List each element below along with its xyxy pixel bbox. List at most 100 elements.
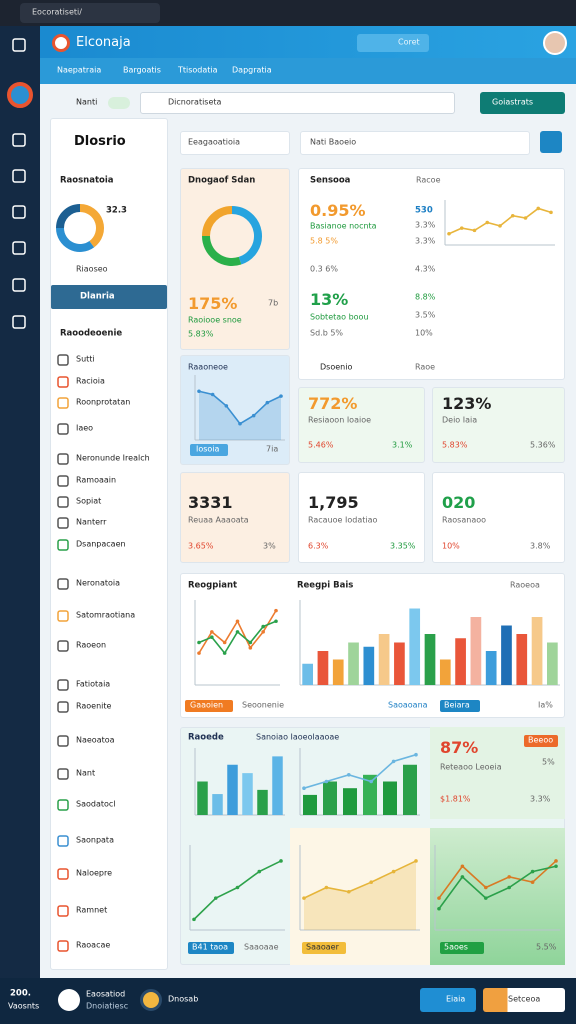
point [414, 859, 418, 863]
pill[interactable] [185, 700, 233, 712]
point [235, 619, 240, 624]
badge[interactable] [190, 444, 228, 456]
point [279, 394, 283, 398]
side: 3% [263, 541, 276, 551]
title: Raaoneoe [188, 362, 228, 372]
point [347, 773, 351, 777]
point [485, 220, 490, 225]
value: 175% [188, 294, 238, 314]
toggle[interactable] [108, 97, 130, 109]
avatar[interactable] [543, 31, 567, 55]
title: Reogpiant [188, 580, 238, 591]
filter-search[interactable] [300, 131, 530, 155]
point [197, 640, 201, 645]
avatar[interactable] [58, 989, 80, 1011]
item-icon [57, 835, 69, 847]
title: Sensooa [310, 175, 351, 186]
side: 3.8% [530, 541, 551, 551]
bar [212, 794, 223, 815]
point [324, 779, 329, 784]
area [304, 860, 416, 930]
point [369, 779, 374, 784]
nav-bar [40, 58, 576, 84]
footer-button[interactable] [483, 988, 565, 1012]
bar [317, 651, 329, 685]
change: 5.83% [442, 440, 468, 450]
button: Goiastrats [492, 97, 534, 107]
point [210, 635, 214, 639]
item-icon [57, 679, 69, 691]
line [438, 860, 557, 899]
avatar[interactable] [140, 989, 162, 1011]
pill[interactable] [440, 942, 484, 954]
primary-button[interactable] [480, 92, 565, 114]
filter-dropdown[interactable] [180, 131, 290, 155]
section: Raosnatoia [60, 175, 114, 186]
point [391, 869, 396, 874]
point [523, 216, 528, 220]
side: 7b [268, 298, 279, 308]
point [279, 859, 283, 863]
item-icon [57, 905, 69, 917]
item: Raoacae [76, 940, 111, 950]
item: Naeoatoa [76, 735, 115, 745]
point [472, 228, 477, 233]
logo[interactable] [52, 34, 70, 52]
t3: Ia% [538, 700, 553, 710]
point [484, 885, 488, 890]
point [530, 880, 535, 884]
bar [343, 788, 357, 815]
item-icon [57, 453, 69, 465]
point [391, 759, 396, 764]
point [261, 630, 265, 634]
item: Nanterr [76, 517, 107, 527]
donut-segment [202, 206, 233, 237]
r4: 8.8% [415, 292, 436, 302]
pill2: Beiara [444, 700, 470, 710]
point [274, 608, 278, 613]
item: Dsanpacaen [76, 539, 126, 549]
right: Racoe [416, 175, 441, 185]
bar [470, 617, 482, 685]
f2: 4.3% [415, 264, 436, 274]
change: 5.46% [308, 440, 334, 450]
value: 3331 [188, 493, 233, 513]
r2: 3.3% [415, 220, 436, 230]
point [414, 752, 418, 757]
item: Dapgratia [232, 65, 272, 75]
line [193, 860, 282, 920]
pill[interactable] [440, 700, 480, 712]
bar [348, 642, 359, 685]
bar [403, 764, 417, 815]
item: Satomraotiana [76, 610, 136, 620]
browser-tab[interactable] [20, 3, 160, 23]
pill[interactable] [188, 942, 234, 954]
item-icon [57, 475, 69, 487]
sidebar-selected[interactable] [51, 285, 167, 309]
c1: 5.8 5% [310, 236, 338, 246]
f4: 10% [415, 328, 433, 338]
bar [501, 625, 512, 685]
item-icon [57, 517, 69, 529]
item: Iaeo [76, 423, 94, 433]
filter-button[interactable] [540, 131, 562, 153]
pill1: B41 taoa [192, 942, 229, 952]
badge[interactable] [524, 735, 558, 747]
bar [394, 642, 405, 685]
kpi-card [298, 472, 425, 563]
header-search[interactable] [357, 34, 429, 52]
legend: Riaoseo [76, 264, 108, 274]
item: Bargoatis [123, 65, 161, 75]
point [510, 213, 515, 218]
donut-segment [56, 227, 95, 252]
point [369, 880, 374, 884]
item: Sutti [76, 354, 95, 364]
change: $1.81% [440, 794, 471, 804]
icon-rail [0, 26, 40, 1024]
app: Elconaja [76, 34, 131, 50]
side2: 5% [542, 757, 555, 767]
toolbar-search[interactable] [140, 92, 455, 114]
pill[interactable] [302, 942, 346, 954]
title: Raoede [188, 732, 224, 743]
footer-button[interactable] [420, 988, 476, 1012]
